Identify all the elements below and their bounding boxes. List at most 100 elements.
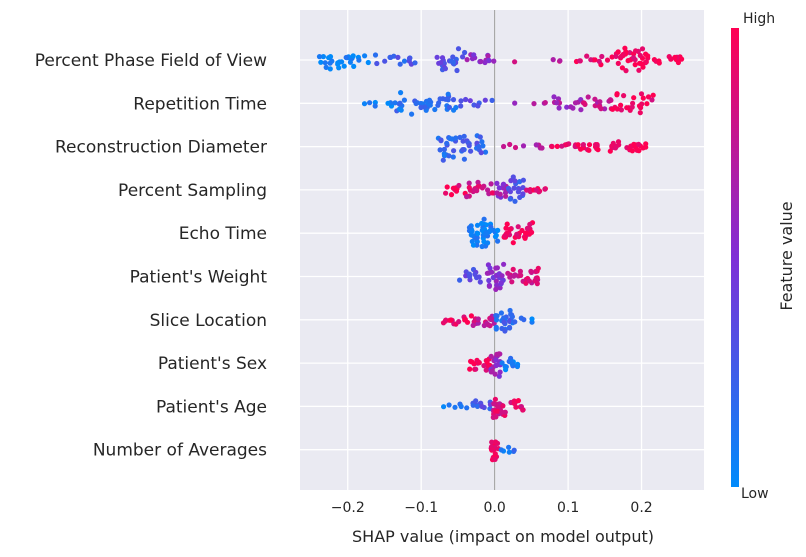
feature-row-points	[443, 174, 549, 204]
shap-point	[413, 100, 419, 107]
shap-point	[435, 102, 441, 108]
shap-point	[515, 398, 522, 404]
shap-point	[488, 316, 495, 322]
shap-point	[460, 147, 466, 153]
shap-point	[526, 278, 532, 284]
shap-point	[599, 53, 605, 60]
shap-point	[637, 110, 643, 116]
shap-point	[467, 98, 473, 104]
feature-label: Patient's Weight	[130, 268, 268, 288]
shap-point	[448, 192, 455, 198]
shap-point	[372, 52, 379, 58]
shap-point	[517, 268, 524, 274]
shap-point	[610, 106, 616, 112]
shap-point	[529, 229, 535, 235]
shap-point	[468, 148, 474, 154]
shap-point	[640, 95, 646, 101]
shap-point	[374, 60, 380, 67]
shap-point	[316, 54, 323, 60]
shap-point	[486, 283, 492, 289]
x-tick-label: 0.0	[484, 500, 506, 516]
shap-point	[482, 59, 488, 66]
shap-point	[397, 100, 403, 106]
shap-point	[533, 142, 539, 148]
shap-point	[450, 154, 456, 160]
shap-point	[572, 100, 579, 106]
shap-point	[501, 315, 507, 321]
shap-point	[549, 143, 555, 150]
shap-point	[625, 58, 631, 64]
shap-point	[478, 58, 484, 65]
shap-point	[483, 230, 489, 236]
x-tick-label: 0.2	[630, 500, 652, 516]
shap-point	[531, 101, 537, 107]
shap-point	[476, 359, 482, 366]
shap-point	[455, 46, 462, 52]
shap-point	[464, 194, 470, 200]
shap-point	[443, 317, 449, 323]
shap-point	[475, 230, 481, 237]
shap-point	[639, 46, 646, 52]
feature-label: Patient's Sex	[158, 354, 267, 374]
shap-point	[385, 100, 391, 106]
shap-point	[480, 143, 486, 149]
shap-point	[523, 230, 529, 236]
feature-row-points	[441, 396, 526, 420]
shap-point	[500, 403, 506, 409]
shap-point	[472, 271, 478, 277]
shap-point	[498, 447, 504, 453]
shap-point	[458, 103, 464, 109]
shap-point	[329, 58, 335, 64]
shap-point	[488, 224, 494, 230]
shap-point	[621, 93, 627, 99]
shap-point	[518, 272, 524, 278]
shap-point	[533, 187, 540, 193]
shap-point	[460, 54, 466, 60]
shap-point	[593, 142, 599, 148]
shap-point	[497, 191, 503, 197]
shap-point	[479, 139, 485, 145]
shap-point	[554, 100, 560, 106]
shap-point	[432, 106, 438, 113]
shap-point	[631, 95, 637, 101]
shap-point	[597, 99, 603, 105]
shap-point	[494, 265, 500, 271]
shap-point	[493, 286, 499, 292]
shap-point	[596, 58, 602, 64]
shap-point	[542, 186, 548, 192]
shap-point	[556, 105, 562, 111]
shap-points	[316, 45, 685, 463]
shap-point	[497, 369, 503, 375]
shap-point	[551, 94, 557, 100]
shap-point	[441, 404, 447, 410]
shap-point	[637, 52, 643, 59]
shap-point	[604, 57, 611, 63]
shap-point	[638, 91, 645, 97]
shap-point	[471, 361, 477, 367]
shap-point	[491, 401, 497, 407]
feature-label: Slice Location	[150, 311, 267, 331]
shap-point	[477, 279, 483, 285]
feature-row-points	[488, 439, 517, 463]
shap-point	[476, 274, 482, 280]
shap-point	[592, 57, 598, 63]
shap-point	[440, 157, 446, 163]
shap-point	[493, 357, 499, 363]
shap-point	[493, 313, 499, 319]
shap-point	[577, 58, 583, 64]
feature-row-points	[440, 307, 535, 334]
shap-point	[521, 317, 527, 323]
shap-point	[624, 105, 630, 111]
shap-point	[437, 147, 443, 153]
shap-point	[578, 107, 584, 113]
shap-point	[492, 234, 499, 240]
shap-point	[638, 105, 644, 111]
shap-point	[535, 265, 541, 271]
shap-point	[343, 54, 349, 61]
shap-point	[461, 133, 467, 139]
shap-point	[452, 404, 458, 410]
shap-point	[467, 366, 473, 372]
shap-point	[618, 102, 624, 108]
shap-point	[447, 317, 453, 323]
shap-point	[524, 187, 530, 193]
